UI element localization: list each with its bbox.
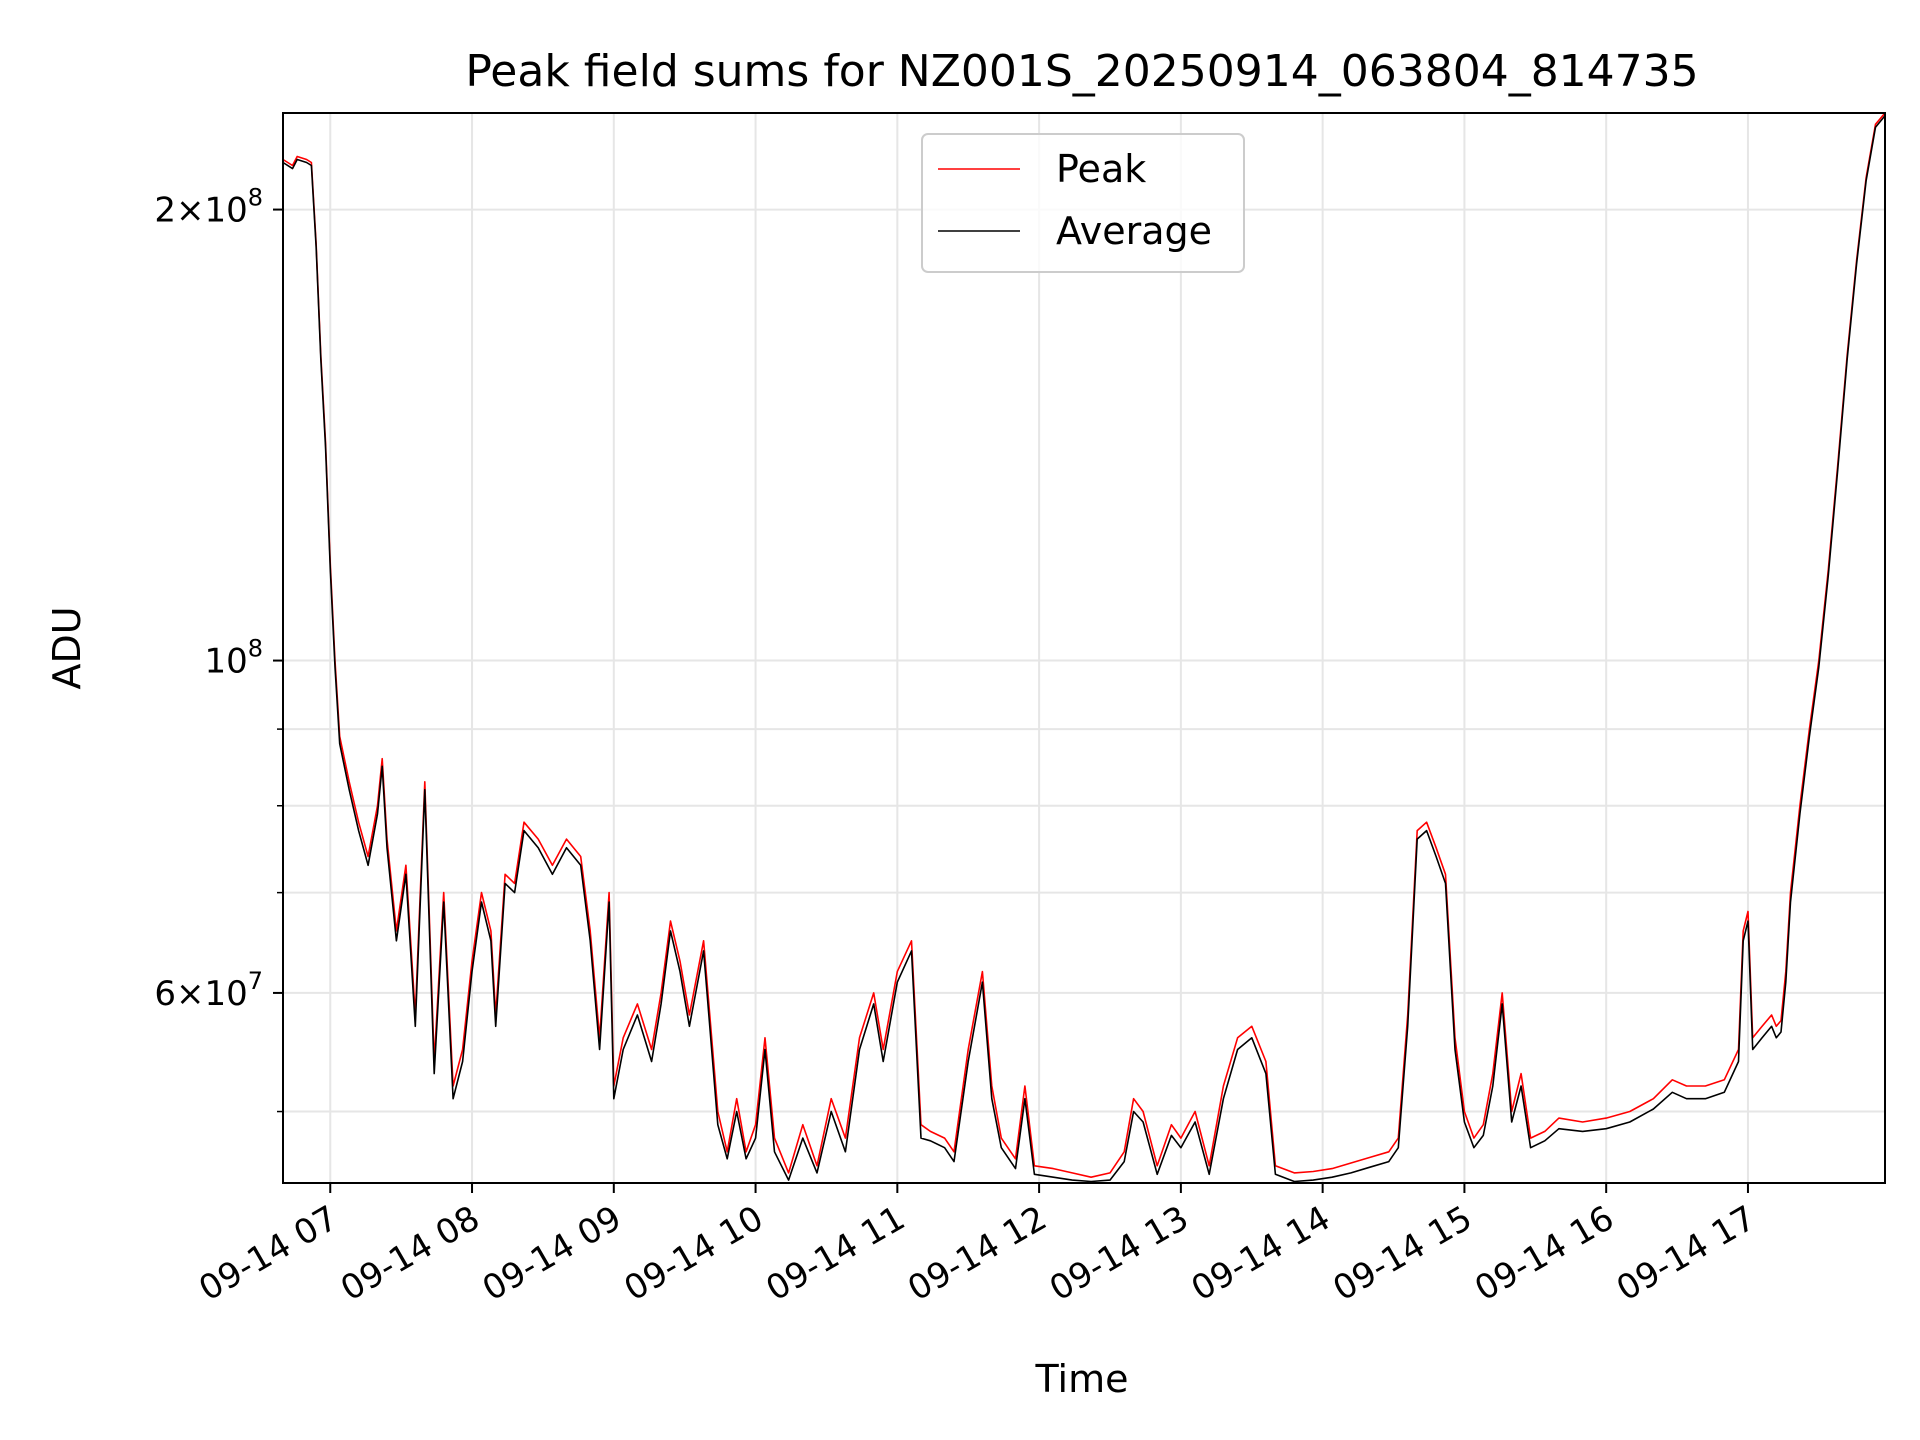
y-axis-label: ADU xyxy=(45,606,89,689)
series-line-peak xyxy=(282,112,1886,1178)
x-axis-label: Time xyxy=(1035,1357,1129,1401)
y-tick-label: 6×107 xyxy=(154,967,263,1014)
series-line-average xyxy=(282,115,1886,1183)
legend: Peak Average xyxy=(921,133,1245,273)
legend-label: Peak xyxy=(1056,147,1146,191)
plot-series xyxy=(282,112,1886,1183)
grid xyxy=(283,113,1885,1183)
chart-title: Peak field sums for NZ001S_20250914_0638… xyxy=(465,46,1698,97)
plot-frame xyxy=(282,112,1886,1184)
legend-label: Average xyxy=(1056,209,1212,253)
y-tick-label: 2×108 xyxy=(154,184,263,231)
